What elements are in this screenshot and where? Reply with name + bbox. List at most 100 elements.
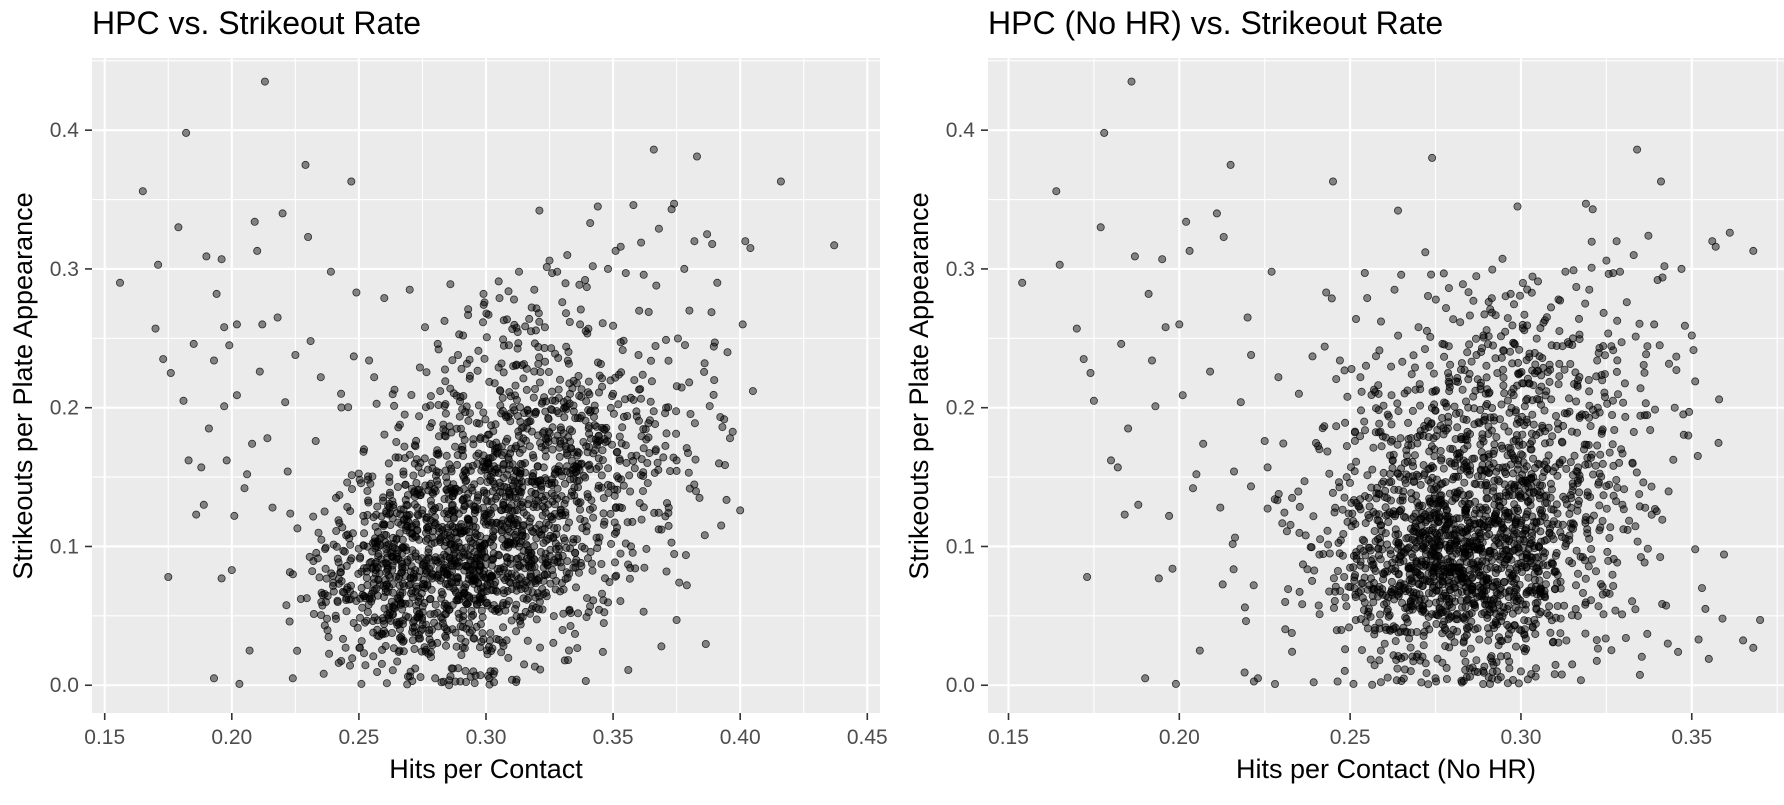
data-point <box>1460 497 1469 506</box>
data-point <box>1452 409 1461 418</box>
data-point <box>776 177 785 186</box>
y-tick-label: 0.3 <box>50 258 79 281</box>
data-point <box>659 453 668 462</box>
data-point <box>1113 463 1122 472</box>
data-point <box>450 505 459 514</box>
data-point <box>1411 363 1420 372</box>
data-point <box>1340 493 1349 502</box>
data-point <box>1195 646 1204 655</box>
data-point <box>1575 488 1584 497</box>
chart-title: HPC (No HR) vs. Strikeout Rate <box>988 5 1443 41</box>
data-point <box>401 480 410 489</box>
data-point <box>1281 598 1290 607</box>
data-point <box>1400 583 1409 592</box>
data-point <box>1629 427 1638 436</box>
data-point <box>374 632 383 641</box>
data-point <box>503 525 512 534</box>
data-point <box>1456 558 1465 567</box>
data-point <box>1463 427 1472 436</box>
data-point <box>1506 460 1515 469</box>
data-point <box>1536 324 1545 333</box>
data-point <box>1487 556 1496 565</box>
data-point <box>544 415 553 424</box>
data-point <box>630 376 639 385</box>
data-point <box>354 569 363 578</box>
data-point <box>1419 540 1428 549</box>
data-point <box>1407 370 1416 379</box>
data-point <box>1435 537 1444 546</box>
data-point <box>1451 583 1460 592</box>
data-point <box>1608 440 1617 449</box>
data-point <box>317 535 326 544</box>
data-point <box>553 267 562 276</box>
data-point <box>1178 391 1187 400</box>
data-point <box>457 651 466 660</box>
data-point <box>395 529 404 538</box>
data-point <box>359 564 368 573</box>
data-point <box>421 569 430 578</box>
data-point <box>1568 559 1577 568</box>
data-point <box>1358 646 1367 655</box>
data-point <box>1528 410 1537 419</box>
data-point <box>380 430 389 439</box>
data-point <box>1230 467 1239 476</box>
data-point <box>1294 487 1303 496</box>
data-point <box>562 309 571 318</box>
data-point <box>373 528 382 537</box>
data-point <box>486 476 495 485</box>
data-point <box>619 412 628 421</box>
data-point <box>1498 254 1507 263</box>
data-point <box>1278 519 1287 528</box>
data-point <box>481 415 490 424</box>
data-point <box>403 680 412 689</box>
data-point <box>354 544 363 553</box>
data-point <box>1576 676 1585 685</box>
data-point <box>654 224 663 233</box>
data-point <box>495 386 504 395</box>
data-point <box>433 638 442 647</box>
data-point <box>1601 392 1610 401</box>
data-point <box>554 409 563 418</box>
data-point <box>1640 368 1649 377</box>
data-point <box>519 508 528 517</box>
data-point <box>1415 380 1424 389</box>
data-point <box>1429 463 1438 472</box>
data-point <box>382 541 391 550</box>
data-point <box>1621 634 1630 643</box>
data-point <box>549 612 558 621</box>
data-point <box>421 403 430 412</box>
data-point <box>516 562 525 571</box>
data-point <box>413 486 422 495</box>
data-point <box>1338 551 1347 560</box>
data-point <box>459 527 468 536</box>
data-point <box>690 237 699 246</box>
data-point <box>615 432 624 441</box>
data-point <box>549 638 558 647</box>
data-point <box>1361 426 1370 435</box>
data-point <box>1437 454 1446 463</box>
data-point <box>440 610 449 619</box>
data-point <box>385 477 394 486</box>
x-axis-title: Hits per Contact (No HR) <box>1236 754 1536 784</box>
data-point <box>1444 377 1453 386</box>
data-point <box>1605 534 1614 543</box>
data-point <box>512 627 521 636</box>
data-point <box>399 467 408 476</box>
data-point <box>1341 418 1350 427</box>
data-point <box>420 454 429 463</box>
data-point <box>454 664 463 673</box>
data-point <box>1406 643 1415 652</box>
data-point <box>382 531 391 540</box>
data-point <box>334 575 343 584</box>
data-point <box>599 520 608 529</box>
data-point <box>397 635 406 644</box>
data-point <box>1370 527 1379 536</box>
data-point <box>1484 389 1493 398</box>
data-point <box>584 377 593 386</box>
data-point <box>1349 551 1358 560</box>
data-point <box>565 379 574 388</box>
data-point <box>1330 597 1339 606</box>
data-point <box>1426 550 1435 559</box>
data-point <box>595 605 604 614</box>
